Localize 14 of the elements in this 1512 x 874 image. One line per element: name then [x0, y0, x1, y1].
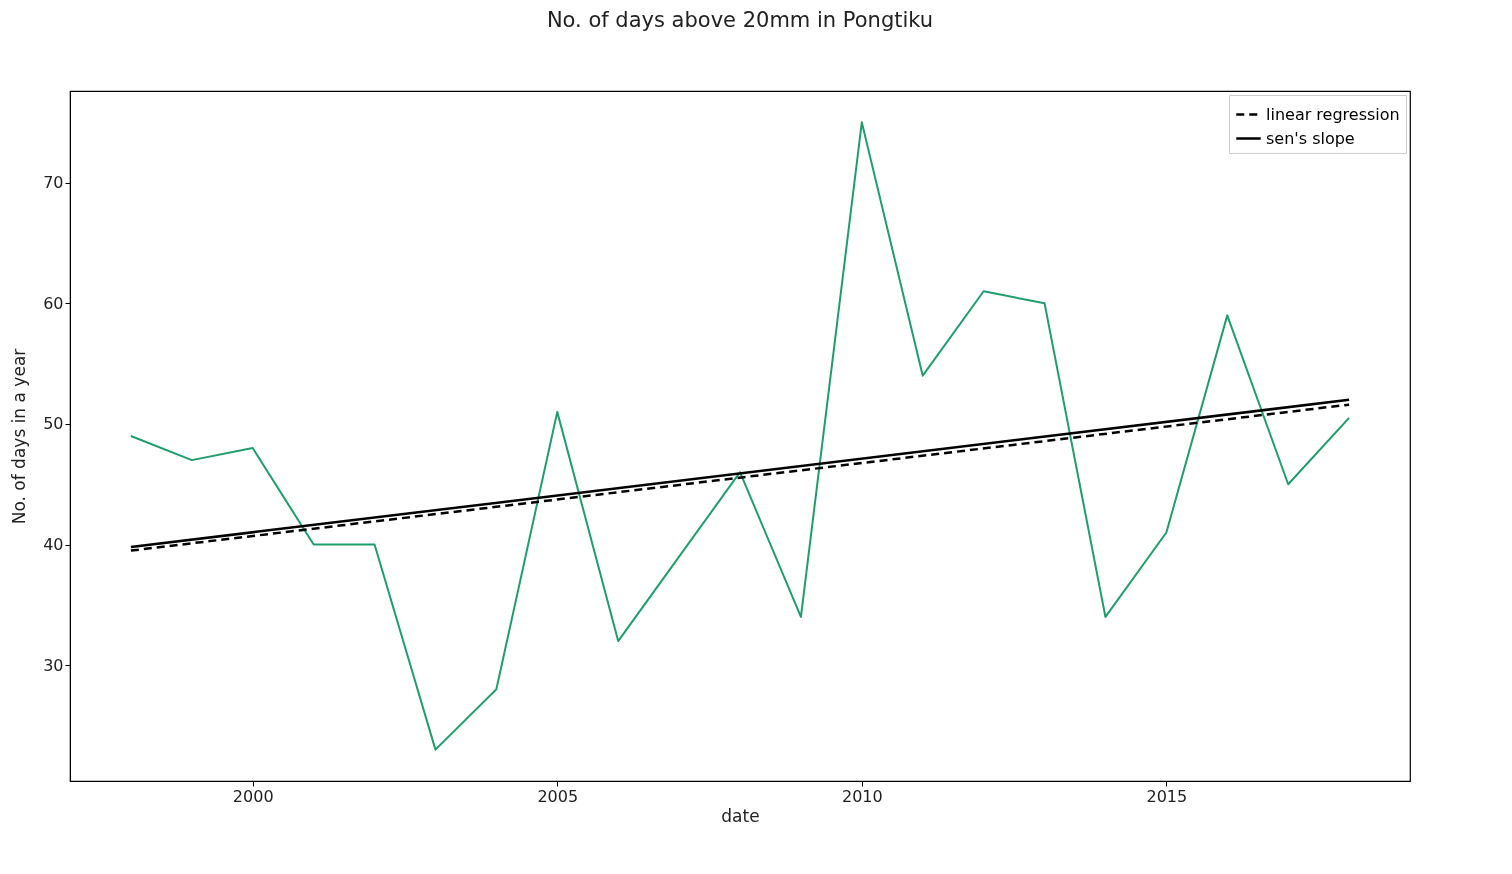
legend-label: sen's slope [1266, 128, 1355, 148]
y-tick-label: 30 [43, 655, 64, 675]
legend-label: linear regression [1266, 104, 1400, 124]
x-axis-title: date [721, 805, 760, 826]
y-tick-label: 50 [43, 414, 64, 434]
y-tick-label: 40 [43, 535, 64, 555]
x-tick-label: 2000 [232, 786, 274, 806]
y-tick-label: 70 [43, 173, 64, 193]
y-tick-label: 60 [43, 293, 64, 313]
x-tick-label: 2015 [1146, 786, 1188, 806]
x-tick-label: 2005 [537, 786, 579, 806]
y-axis-title: No. of days in a year [9, 348, 30, 525]
chart-title: No. of days above 20mm in Pongtiku [546, 8, 934, 32]
x-tick-label: 2010 [841, 786, 883, 806]
